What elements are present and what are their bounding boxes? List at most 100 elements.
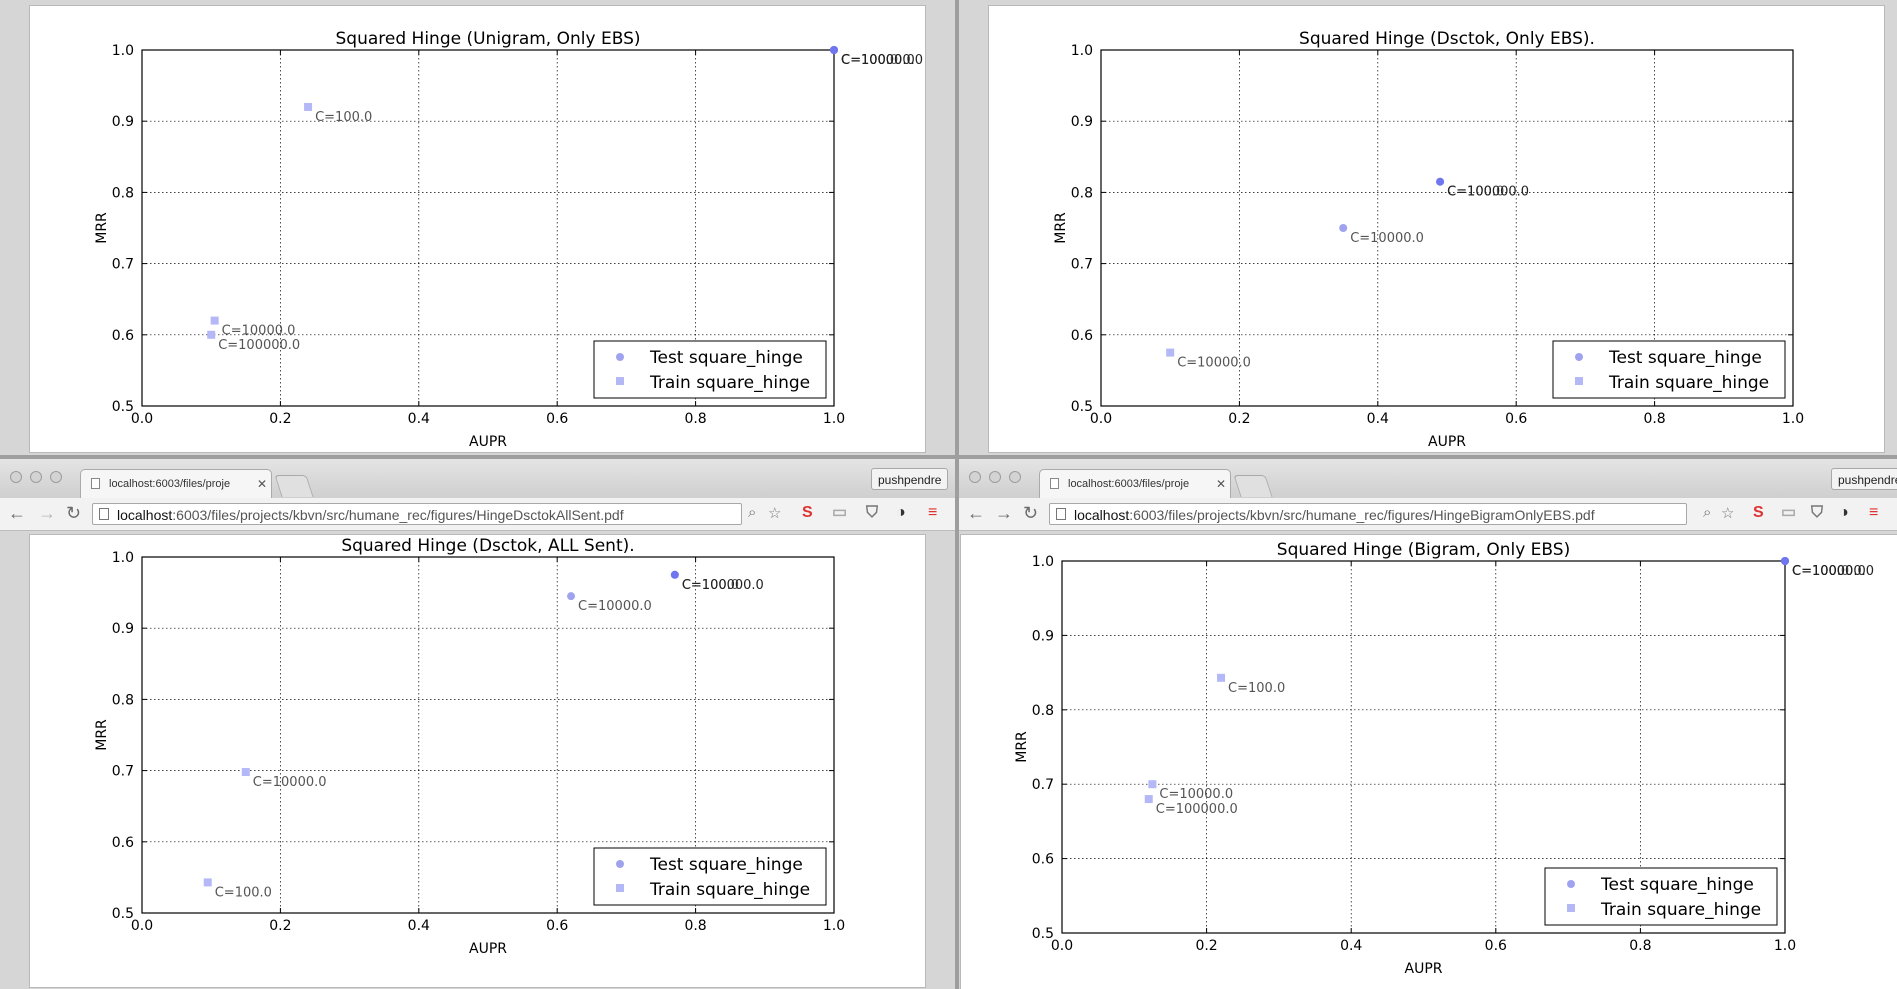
point-label: C=100.0 xyxy=(1447,185,1504,200)
profile-button[interactable]: pushpendre xyxy=(1831,468,1897,490)
x-tick-label: 0.6 xyxy=(546,411,568,427)
y-tick-label: 0.6 xyxy=(1032,852,1054,868)
point-label: C=100000.0 xyxy=(1792,564,1874,579)
x-tick-label: 0.8 xyxy=(1643,411,1665,427)
x-tick-label: 0.0 xyxy=(1090,411,1112,427)
extension-circle-icon[interactable]: ◑ xyxy=(896,504,906,521)
x-tick-label: 0.2 xyxy=(1195,938,1217,954)
browser-toolbar: ← → ↻ localhost:6003/files/projects/kbvn… xyxy=(959,498,1897,531)
menu-icon[interactable]: ≡ xyxy=(1869,504,1879,521)
x-tick-label: 0.4 xyxy=(1340,938,1362,954)
point-label: C=100.0 xyxy=(1792,564,1849,579)
y-tick-label: 0.9 xyxy=(1071,114,1093,130)
point-label: C=10000.0 xyxy=(222,324,296,339)
test-point xyxy=(830,46,838,54)
back-arrow-icon[interactable]: ← xyxy=(967,503,985,523)
reload-icon[interactable]: ↻ xyxy=(66,503,82,523)
address-bar[interactable]: localhost:6003/files/projects/kbvn/src/h… xyxy=(92,503,742,525)
search-icon[interactable]: ⌕ xyxy=(1703,504,1712,521)
x-axis-label: AUPR xyxy=(1405,961,1443,977)
y-axis-label: MRR xyxy=(1053,212,1069,244)
point-label: C=100000.0 xyxy=(1156,802,1238,817)
point-label: C=10000.0 xyxy=(578,599,652,614)
tab-strip: localhost:6003/files/proje ✕ pushpendre xyxy=(0,459,955,499)
tab-title: localhost:6003/files/proje xyxy=(109,478,231,490)
browser-toolbar: ← → ↻ localhost:6003/files/projects/kbvn… xyxy=(0,498,955,531)
address-bar[interactable]: localhost:6003/files/projects/kbvn/src/h… xyxy=(1049,503,1687,525)
x-tick-label: 0.6 xyxy=(546,918,568,934)
train-point xyxy=(1166,348,1175,357)
chart-unigram-only-ebs: Squared Hinge (Unigram, Only EBS) 0.0 0.2 0… xyxy=(94,29,923,450)
point-label: C=100000.0 xyxy=(682,578,764,593)
x-tick-label: 0.0 xyxy=(131,411,153,427)
legend-test-marker xyxy=(1567,880,1575,888)
x-tick-label: 0.8 xyxy=(684,918,706,934)
back-arrow-icon[interactable]: ← xyxy=(8,503,26,523)
new-tab-button[interactable] xyxy=(274,475,314,497)
page-icon xyxy=(1056,508,1066,520)
y-tick-label: 0.5 xyxy=(112,906,134,922)
train-point xyxy=(207,330,216,339)
y-tick-label: 1.0 xyxy=(112,550,134,566)
close-tab-icon[interactable]: ✕ xyxy=(1216,477,1227,491)
menu-icon[interactable]: ≡ xyxy=(928,504,938,521)
pdf-page: Squared Hinge (Dsctok, ALL Sent). 0.0 0.2 0… xyxy=(30,535,925,987)
y-tick-label: 0.5 xyxy=(1032,926,1054,942)
legend-test-marker xyxy=(616,353,624,361)
reload-icon[interactable]: ↻ xyxy=(1023,503,1039,523)
x-tick-label: 0.2 xyxy=(269,918,291,934)
zoom-window-button[interactable] xyxy=(1009,471,1021,483)
search-icon[interactable]: ⌕ xyxy=(748,504,757,521)
close-window-button[interactable] xyxy=(10,471,22,483)
y-tick-label: 0.5 xyxy=(1071,399,1093,415)
x-tick-label: 0.6 xyxy=(1505,411,1527,427)
profile-button[interactable]: pushpendre xyxy=(871,468,949,490)
point-label: C=100000.0 xyxy=(1447,185,1529,200)
url-text[interactable]: localhost:6003/files/projects/kbvn/src/h… xyxy=(1074,507,1595,523)
x-axis-label: AUPR xyxy=(469,434,507,450)
test-point xyxy=(1339,224,1348,232)
bookmark-star-icon[interactable]: ☆ xyxy=(768,505,782,522)
y-tick-label: 0.7 xyxy=(1032,777,1054,793)
extension-shield-icon[interactable]: ⛉ xyxy=(1811,504,1824,521)
extension-circle-icon[interactable]: ◑ xyxy=(1839,504,1849,521)
tab-pdf[interactable]: localhost:6003/files/proje ✕ xyxy=(80,469,272,498)
close-window-button[interactable] xyxy=(969,471,981,483)
zoom-window-button[interactable] xyxy=(50,471,62,483)
chart-dsctok-only-ebs: Squared Hinge (Dsctok, Only EBS). 0.0 0.2 0… xyxy=(1053,29,1804,450)
extension-shield-icon[interactable]: ⛉ xyxy=(866,504,879,521)
y-tick-label: 0.8 xyxy=(1032,703,1054,719)
tab-pdf[interactable]: localhost:6003/files/proje ✕ xyxy=(1039,469,1231,498)
plot-frame xyxy=(1061,560,1786,934)
forward-arrow-icon[interactable]: → xyxy=(38,503,56,523)
minimize-window-button[interactable] xyxy=(30,471,42,483)
y-tick-label: 0.7 xyxy=(1071,257,1093,273)
pdf-page: Squared Hinge (Bigram, Only EBS) 0.0 0.2 0.… xyxy=(961,535,1897,989)
y-tick-label: 0.8 xyxy=(112,692,134,708)
extension-chat-icon[interactable]: ▭ xyxy=(1781,504,1797,521)
plot-frame xyxy=(141,49,835,407)
minimize-window-button[interactable] xyxy=(989,471,1001,483)
y-axis-label: MRR xyxy=(94,212,110,244)
legend-train-marker xyxy=(616,884,624,892)
legend-box xyxy=(593,847,827,906)
document-icon xyxy=(1050,478,1059,489)
x-tick-label: 0.4 xyxy=(408,918,430,934)
test-point xyxy=(567,592,576,601)
url-text[interactable]: localhost:6003/files/projects/kbvn/src/h… xyxy=(117,507,624,523)
y-tick-label: 0.6 xyxy=(112,835,134,851)
extension-s-icon[interactable]: S xyxy=(1753,504,1764,521)
close-tab-icon[interactable]: ✕ xyxy=(257,477,268,491)
chart-title: Squared Hinge (Unigram, Only EBS) xyxy=(336,29,641,49)
y-tick-label: 0.7 xyxy=(112,764,134,780)
forward-arrow-icon[interactable]: → xyxy=(995,503,1013,523)
pdf-page: Squared Hinge (Unigram, Only EBS) 0.0 0.2 0… xyxy=(30,6,925,452)
point-label: C=10000.0 xyxy=(841,53,915,68)
bookmark-star-icon[interactable]: ☆ xyxy=(1721,505,1735,522)
y-axis-label: MRR xyxy=(1014,731,1030,763)
y-tick-label: 0.6 xyxy=(112,328,134,344)
extension-s-icon[interactable]: S xyxy=(802,504,813,521)
new-tab-button[interactable] xyxy=(1233,475,1273,497)
legend-box xyxy=(1544,867,1778,926)
extension-chat-icon[interactable]: ▭ xyxy=(832,504,848,521)
